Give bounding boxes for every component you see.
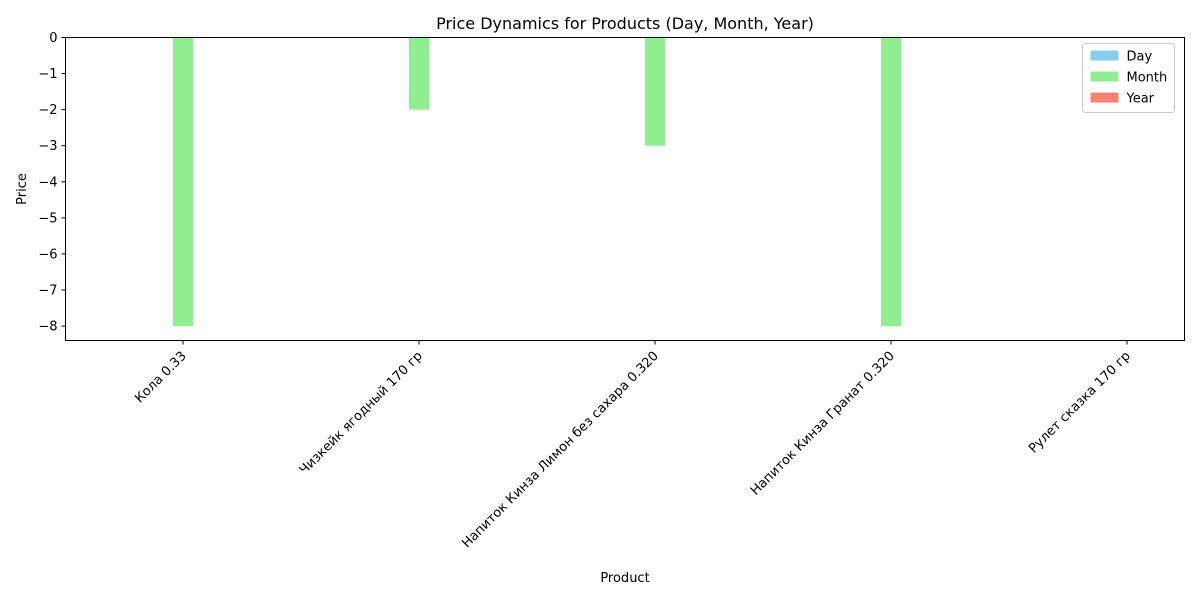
y-tick-label: −5: [38, 211, 57, 226]
plot-frame: [65, 37, 1185, 341]
y-tick-label: 0: [49, 31, 57, 46]
legend-label-day: Day: [1127, 50, 1153, 65]
bar-month-3: [881, 37, 901, 327]
legend-label-year: Year: [1126, 92, 1155, 107]
y-tick-label: −1: [38, 67, 57, 82]
y-tick-label: −4: [38, 175, 57, 190]
y-axis-label: Price: [15, 173, 30, 205]
y-tick-label: −2: [38, 103, 57, 118]
legend-label-month: Month: [1127, 71, 1168, 86]
y-tick-label: −3: [38, 139, 57, 154]
x-axis-label: Product: [600, 571, 649, 586]
y-axis: 0 −1 −2 −3 −4 −5 −6 −7 −8: [38, 31, 66, 335]
legend-swatch-day: [1090, 50, 1119, 61]
bars-layer: [173, 37, 901, 327]
x-tick-label: Рулет сказка 170 гр: [1026, 349, 1134, 457]
y-tick-label: −7: [38, 284, 57, 299]
x-tick-label: Напиток Кинза Гранат 0.320: [748, 349, 898, 499]
x-tick-label: Напиток Кинза Лимон без сахара 0.320: [459, 349, 662, 552]
x-tick-label: Чизкейк ягодный 170 гр: [297, 349, 426, 478]
y-tick-label: −8: [38, 320, 57, 335]
legend-swatch-year: [1090, 92, 1119, 103]
x-axis: Кола 0.33 Чизкейк ягодный 170 гр Напиток К…: [132, 340, 1134, 552]
legend-swatch-month: [1090, 71, 1119, 82]
legend: Day Month Year: [1082, 43, 1175, 113]
y-tick-label: −6: [38, 247, 57, 262]
x-tick-label: Кола 0.33: [132, 349, 190, 407]
bar-month-1: [409, 37, 429, 110]
bar-month-0: [173, 37, 193, 327]
bar-month-2: [645, 37, 665, 146]
chart-title: Price Dynamics for Products (Day, Month,…: [436, 14, 814, 33]
